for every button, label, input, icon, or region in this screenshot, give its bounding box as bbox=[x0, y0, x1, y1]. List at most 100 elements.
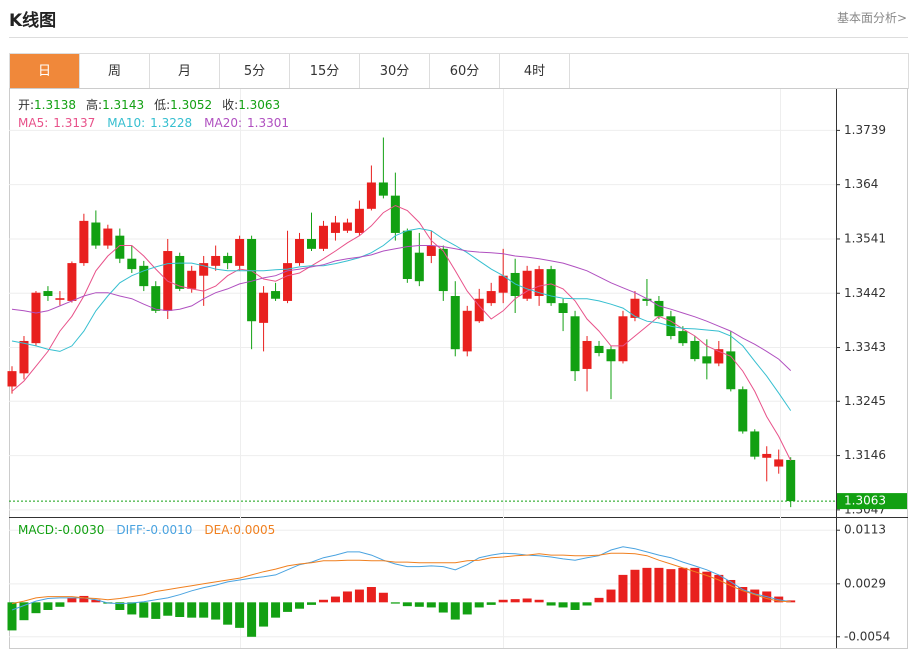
macd-bar bbox=[402, 602, 412, 607]
macd-bar bbox=[414, 602, 424, 607]
candle-body bbox=[534, 269, 544, 296]
candle-body bbox=[199, 263, 209, 276]
candle-body bbox=[211, 255, 221, 266]
macd-bar bbox=[594, 597, 604, 603]
candle-body bbox=[318, 225, 328, 249]
macd-bar bbox=[522, 598, 532, 603]
legend-text: -0.0030 bbox=[58, 523, 104, 537]
macd-bar bbox=[151, 602, 161, 619]
candle-body bbox=[307, 238, 316, 249]
macd-bar bbox=[462, 602, 472, 615]
indicator-line bbox=[11, 227, 792, 411]
candle-body bbox=[342, 222, 352, 231]
legend-text: 1.3063 bbox=[238, 98, 280, 112]
legend-text: MACD: bbox=[18, 523, 58, 537]
candle-body bbox=[330, 222, 340, 233]
candle-body bbox=[187, 270, 197, 289]
candle-body bbox=[690, 340, 700, 360]
y-tick-label: 1.3245 bbox=[844, 394, 886, 408]
candle-body bbox=[762, 453, 772, 458]
macd-bar bbox=[714, 574, 724, 603]
macd-bar bbox=[702, 571, 712, 603]
candle-body bbox=[426, 245, 436, 256]
macd-bar bbox=[426, 602, 436, 608]
macd-bar bbox=[750, 589, 760, 603]
y-tick-label: -0.0054 bbox=[844, 629, 890, 643]
legend-text: 1.3143 bbox=[102, 98, 144, 112]
legend-text: MA20: bbox=[204, 116, 242, 130]
macd-bar bbox=[738, 587, 748, 603]
candle-body bbox=[7, 371, 17, 387]
candle-body bbox=[570, 316, 580, 372]
tab[interactable]: 30分 bbox=[360, 54, 430, 89]
legend-text: MA10: bbox=[107, 116, 145, 130]
candle-body bbox=[786, 459, 796, 502]
macd-bar bbox=[354, 589, 364, 603]
macd-info: MACD:-0.0030 DIFF:-0.0010 DEA:0.0005 bbox=[18, 523, 275, 537]
macd-bar bbox=[498, 599, 508, 603]
macd-bar bbox=[378, 592, 388, 603]
candle-body bbox=[414, 252, 424, 282]
candle-body bbox=[283, 263, 293, 301]
tab[interactable]: 5分 bbox=[220, 54, 290, 89]
legend-text: -0.0010 bbox=[146, 523, 192, 537]
macd-bar bbox=[486, 602, 496, 605]
candle-body bbox=[438, 248, 448, 292]
macd-bar bbox=[654, 567, 664, 603]
tab-bar: 日周月 5分 15分 30分 60分 4时 bbox=[9, 53, 909, 89]
tab[interactable]: 周 bbox=[80, 54, 150, 89]
fundamental-link[interactable]: 基本面分析> bbox=[836, 11, 907, 25]
tab[interactable]: 4时 bbox=[500, 54, 570, 89]
candle-body bbox=[139, 265, 149, 287]
macd-bar bbox=[55, 602, 65, 607]
tab[interactable]: 15分 bbox=[290, 54, 360, 89]
macd-bar bbox=[438, 602, 448, 613]
macd-bar bbox=[247, 602, 257, 637]
macd-bar bbox=[582, 602, 592, 606]
macd-bar bbox=[726, 579, 736, 603]
legend-text: 收: bbox=[222, 98, 238, 112]
tab[interactable]: 日 bbox=[10, 54, 80, 89]
candle-body bbox=[366, 182, 376, 209]
candle-body bbox=[55, 298, 65, 300]
macd-bar bbox=[570, 602, 580, 610]
candle-body bbox=[295, 238, 305, 264]
macd-bar bbox=[510, 599, 520, 603]
candle-body bbox=[91, 222, 101, 246]
legend-text: DEA: bbox=[204, 523, 233, 537]
macd-bar bbox=[223, 602, 233, 625]
y-tick-label: 1.3739 bbox=[844, 123, 886, 137]
legend-text: 低: bbox=[154, 98, 170, 112]
indicator-line bbox=[11, 245, 792, 371]
tab[interactable]: 月 bbox=[150, 54, 220, 89]
candle-body bbox=[702, 356, 712, 364]
legend-text: 开: bbox=[18, 98, 34, 112]
candle-body bbox=[462, 310, 472, 352]
quote-info: 开:1.3138 高:1.3143 低:1.3052 收:1.3063 bbox=[18, 97, 280, 112]
candle-body bbox=[678, 331, 688, 344]
indicator-line bbox=[11, 552, 791, 605]
y-tick-label: 1.3146 bbox=[844, 448, 886, 462]
candle-body bbox=[450, 296, 460, 350]
candle-body bbox=[402, 230, 412, 279]
macd-bar bbox=[163, 602, 173, 616]
macd-bar bbox=[666, 569, 676, 603]
candle-body bbox=[378, 182, 388, 196]
macd-bar bbox=[690, 567, 700, 603]
candle-body bbox=[127, 258, 137, 270]
macd-bar bbox=[31, 602, 41, 614]
macd-bar bbox=[235, 602, 245, 628]
macd-bar bbox=[606, 589, 616, 603]
legend-text: 1.3228 bbox=[150, 116, 192, 130]
legend-text: 0.0005 bbox=[233, 523, 275, 537]
tab[interactable]: 60分 bbox=[430, 54, 500, 89]
candle-body bbox=[259, 292, 269, 323]
indicator-line bbox=[11, 204, 792, 461]
candle-body bbox=[726, 351, 736, 390]
legend-text: MA5: bbox=[18, 116, 48, 130]
macd-bar bbox=[115, 602, 125, 610]
candle-body bbox=[354, 208, 364, 233]
y-tick-label: 1.3343 bbox=[844, 340, 886, 354]
macd-bar bbox=[259, 602, 269, 627]
